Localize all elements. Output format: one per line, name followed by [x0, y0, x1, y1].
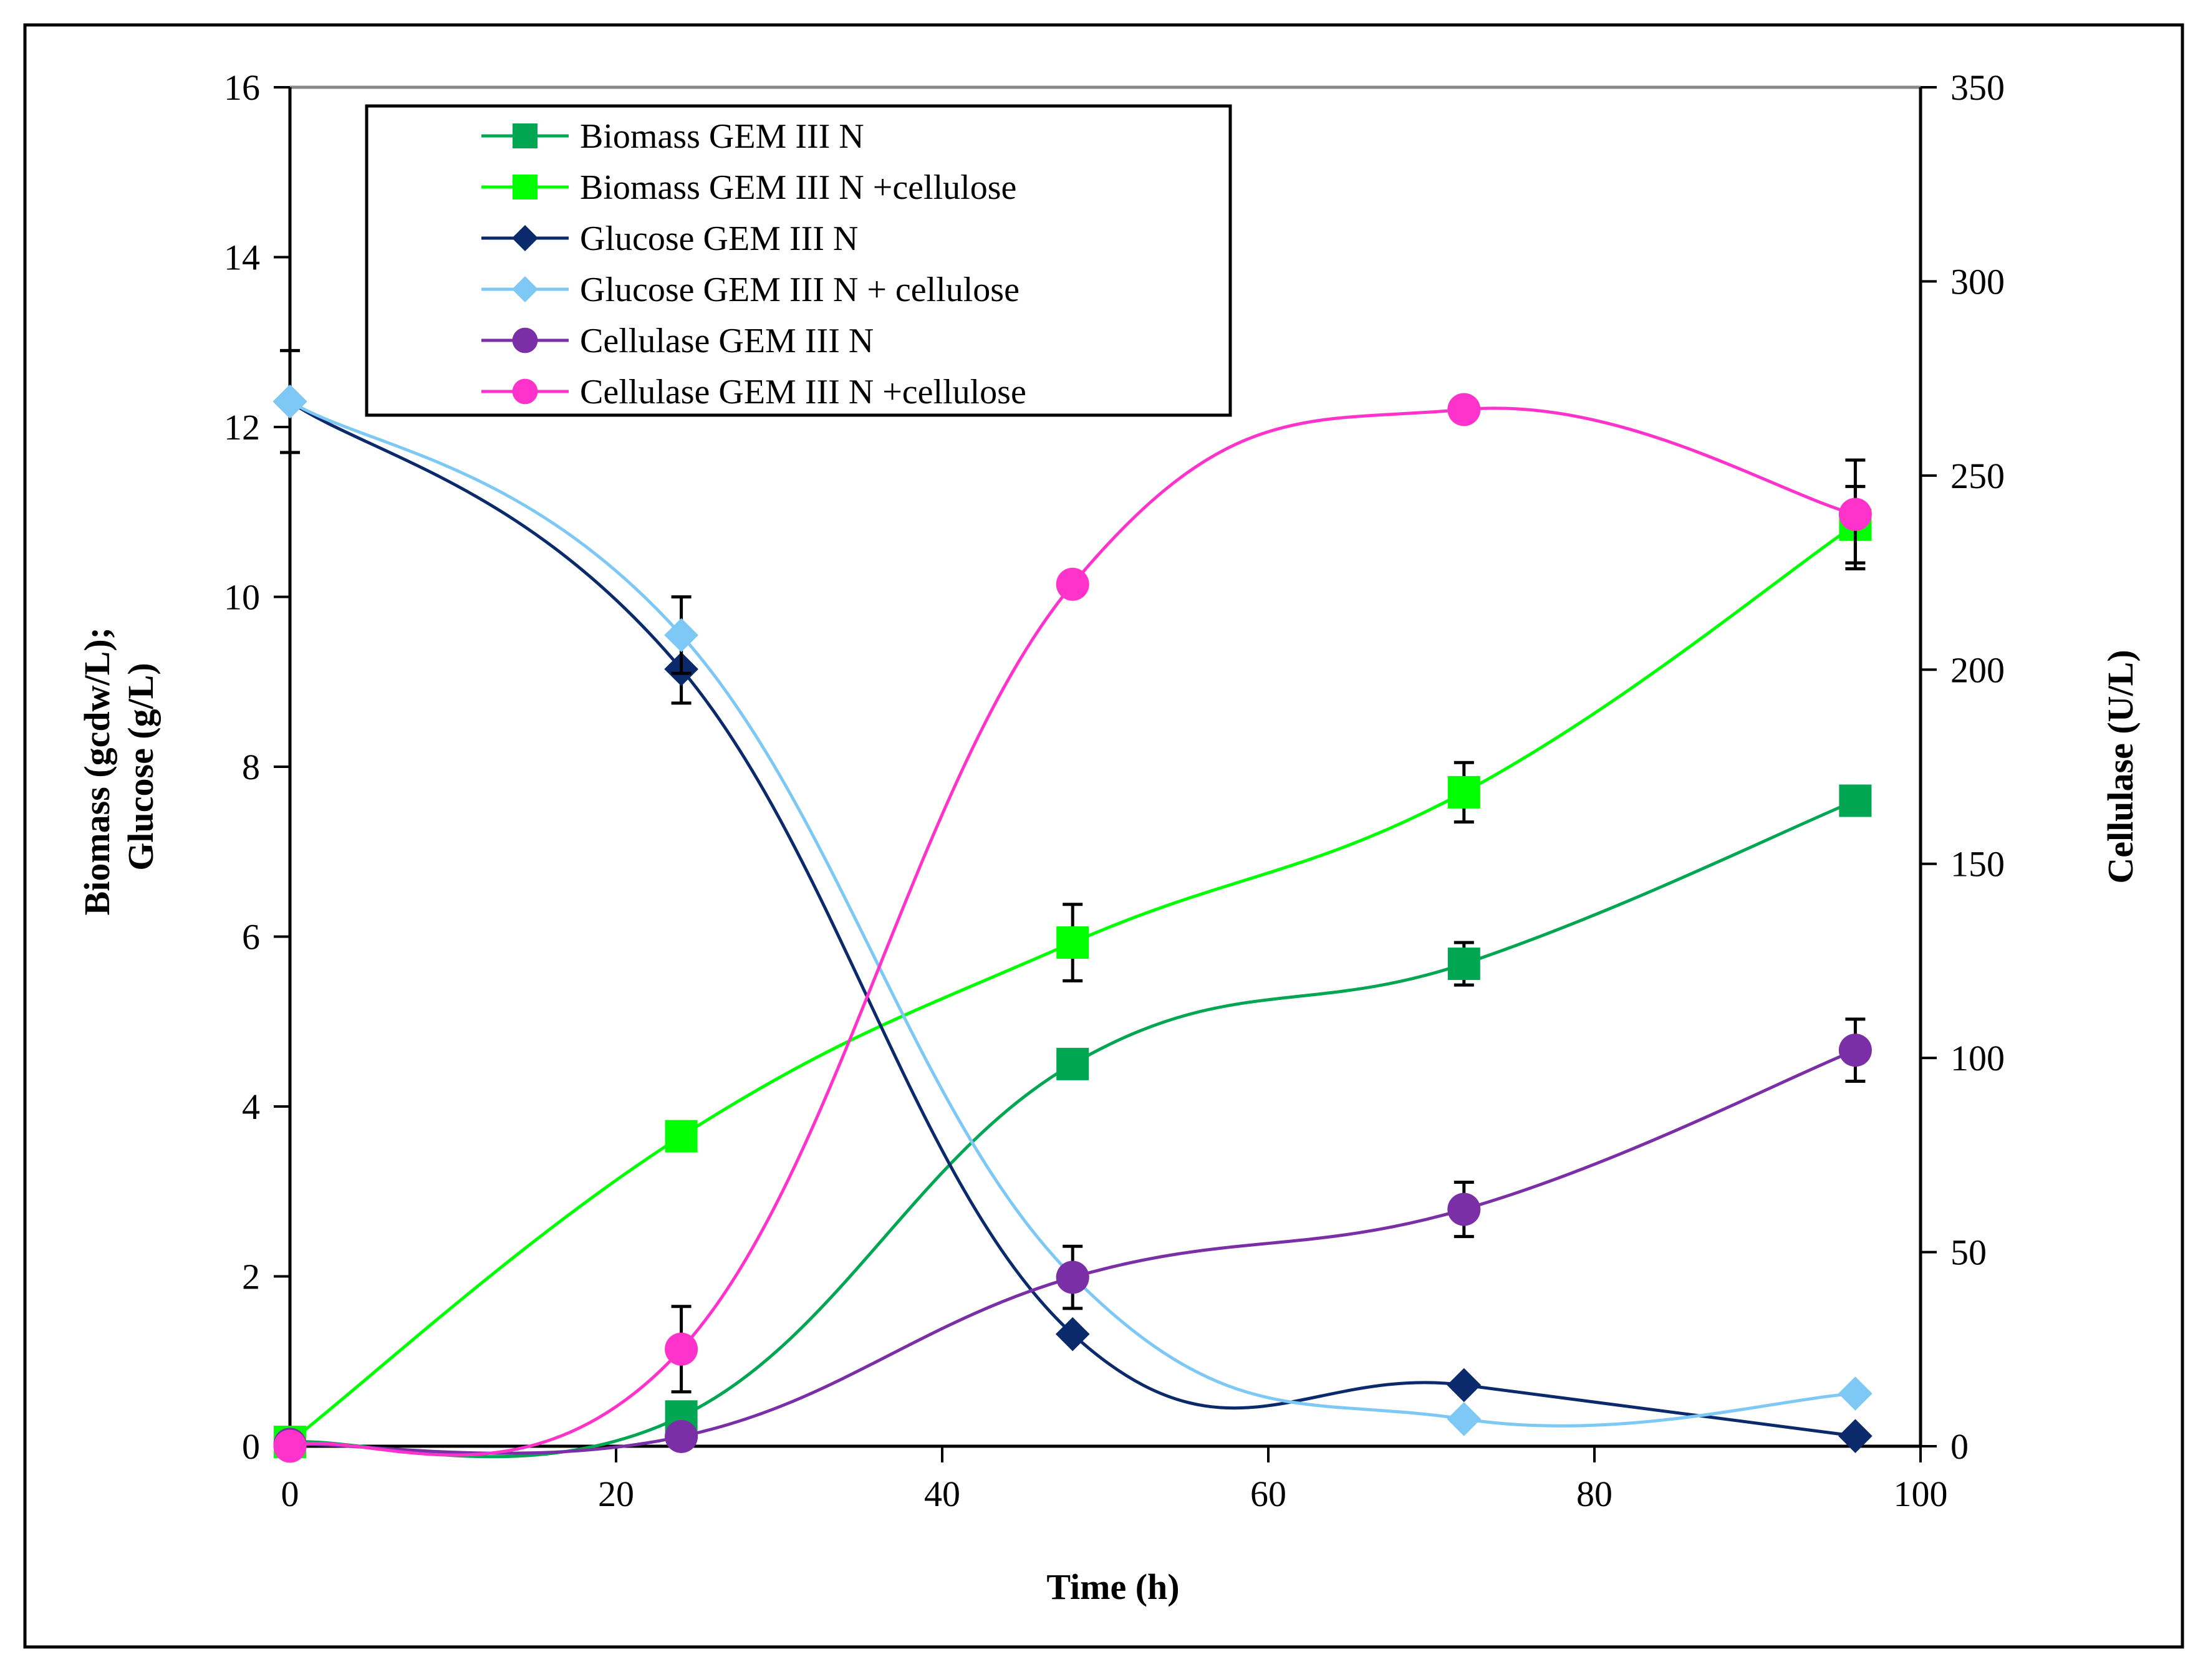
legend-label: Cellulase GEM III N +cellulose	[580, 373, 1026, 411]
y-left-tick-label: 14	[224, 238, 260, 278]
legend-label: Glucose GEM III N	[580, 219, 858, 258]
data-point	[665, 1419, 698, 1453]
data-point	[272, 384, 307, 419]
x-tick-label: 60	[1250, 1474, 1286, 1514]
y-left-tick-label: 10	[224, 577, 260, 618]
y-left-tick-label: 12	[224, 407, 260, 448]
data-point	[1056, 926, 1089, 959]
y-axis-right-ticks: 0 50 100 150 200 250 300 350	[1921, 67, 2005, 1467]
y-left-tick-label: 2	[242, 1257, 260, 1297]
legend-swatch-marker	[512, 378, 538, 405]
data-point	[665, 1120, 698, 1153]
legend-box	[365, 104, 1232, 417]
series-line	[289, 400, 1856, 1428]
y-left-tick-label: 4	[242, 1087, 260, 1127]
legend-swatch-marker	[512, 276, 538, 302]
series-layer	[272, 348, 1873, 1463]
data-point	[1838, 1376, 1873, 1411]
legend-label: Glucose GEM III N + cellulose	[580, 271, 1020, 309]
legend-label: Biomass GEM III N	[580, 117, 864, 156]
data-point	[664, 618, 698, 653]
y-axis-left-title-line-1: Biomass (gcdw/L);	[77, 627, 117, 915]
legend-entry: Glucose GEM III N + cellulose	[481, 271, 1020, 309]
data-point	[1447, 775, 1480, 809]
y-axis-left-title: Biomass (gcdw/L); Glucose (g/L)	[77, 618, 161, 916]
y-right-tick-label: 150	[1950, 844, 2005, 885]
data-point	[1447, 1368, 1482, 1403]
y-right-tick-label: 250	[1950, 456, 2005, 496]
x-tick-label: 0	[281, 1474, 299, 1514]
data-point	[1056, 1047, 1089, 1080]
y-right-tick-label: 50	[1950, 1232, 1987, 1273]
y-left-tick-label: 6	[242, 917, 260, 958]
x-tick-label: 40	[924, 1474, 960, 1514]
series-line-group	[289, 400, 1856, 1428]
data-point	[1447, 1402, 1482, 1436]
data-point	[273, 1429, 307, 1463]
x-tick-label: 100	[1894, 1474, 1948, 1514]
series-line	[289, 400, 1856, 1438]
data-point	[1838, 497, 1872, 531]
y-axis-left-ticks: 0 2 4 6 8 10 12 14 16	[224, 67, 290, 1467]
y-axis-left-title-line-2: Glucose (g/L)	[120, 663, 161, 870]
data-point	[1839, 784, 1872, 817]
legend-items: Biomass GEM III N Biomass GEM III N +cell…	[481, 117, 1026, 411]
y-right-tick-label: 300	[1950, 261, 2005, 302]
legend: Biomass GEM III N Biomass GEM III N +cell…	[365, 104, 1232, 417]
legend-label: Cellulase GEM III N	[580, 322, 874, 360]
data-point	[1056, 567, 1089, 601]
y-left-tick-label: 0	[242, 1426, 260, 1467]
x-tick-label: 20	[598, 1474, 634, 1514]
y-right-tick-label: 0	[1950, 1426, 1969, 1467]
legend-swatch-marker	[512, 327, 538, 353]
series-line-group	[289, 400, 1856, 1438]
y-right-tick-label: 100	[1950, 1038, 2005, 1078]
legend-entry: Cellulase GEM III N +cellulose	[481, 373, 1026, 411]
y-right-tick-label: 350	[1950, 67, 2005, 108]
data-point	[1447, 1193, 1481, 1226]
legend-entry: Cellulase GEM III N	[481, 322, 874, 360]
legend-entry: Glucose GEM III N	[481, 219, 858, 258]
data-point	[1838, 1034, 1872, 1067]
y-right-tick-label: 200	[1950, 650, 2005, 690]
legend-swatch-marker	[513, 175, 538, 199]
legend-entry: Biomass GEM III N	[481, 117, 864, 156]
legend-swatch-marker	[513, 123, 538, 148]
y-axis-right-title: Cellulase (U/L)	[2100, 650, 2141, 883]
data-point	[1447, 393, 1481, 426]
data-point	[1056, 1260, 1089, 1294]
legend-label: Biomass GEM III N +cellulose	[580, 168, 1016, 207]
x-tick-label: 80	[1576, 1474, 1613, 1514]
y-left-tick-label: 16	[224, 67, 260, 108]
legend-swatch-marker	[512, 225, 538, 251]
data-point	[1838, 1419, 1873, 1453]
x-axis-title: Time (h)	[1046, 1567, 1179, 1607]
legend-entry: Biomass GEM III N +cellulose	[481, 168, 1016, 207]
series-line	[289, 406, 1856, 1457]
data-point	[1447, 948, 1480, 981]
data-point	[1055, 1317, 1090, 1351]
x-axis-ticks: 0 20 40 60 80 100	[281, 1446, 1948, 1514]
series-marker-group	[273, 393, 1872, 1463]
series-line-group	[289, 406, 1856, 1457]
y-left-tick-label: 8	[242, 747, 260, 787]
data-point	[665, 1332, 698, 1366]
series-6	[273, 393, 1872, 1463]
series-2	[274, 484, 1872, 1459]
